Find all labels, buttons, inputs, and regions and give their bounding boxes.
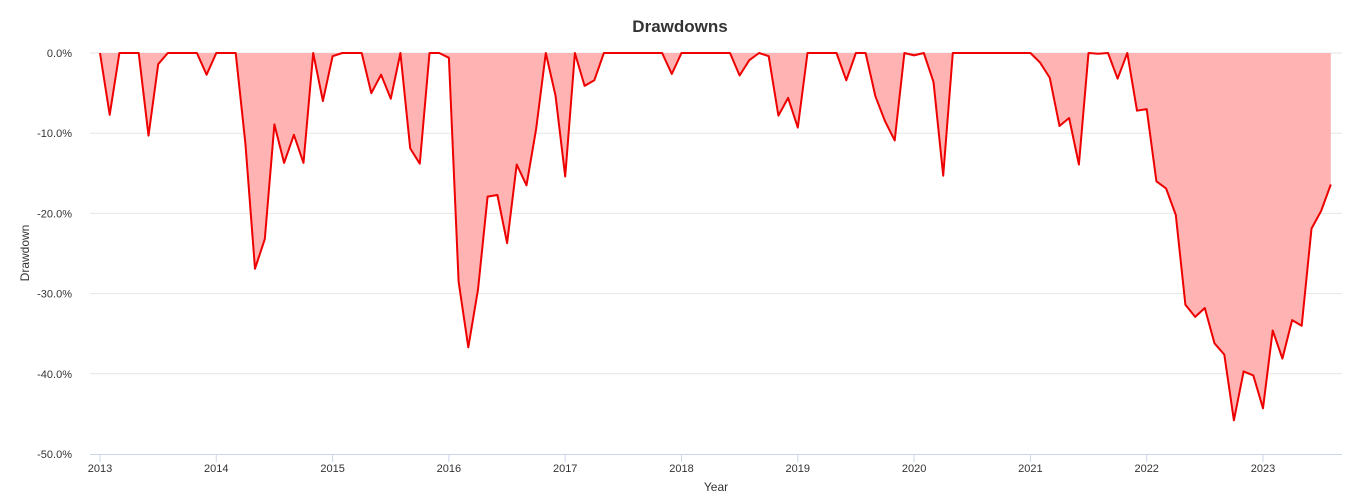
x-tick-label: 2021 bbox=[1018, 463, 1042, 475]
x-tick-label: 2020 bbox=[902, 463, 926, 475]
axis-layer bbox=[90, 454, 1342, 462]
x-tick-label: 2017 bbox=[553, 463, 577, 475]
area-layer bbox=[99, 52, 1332, 422]
y-tick-label: 0.0% bbox=[47, 48, 72, 60]
tick-layer: 0.0% -10.0% -20.0% -30.0% -40.0% -50.0% 2013 20… bbox=[37, 48, 1275, 475]
y-axis-label: Drawdown bbox=[18, 225, 32, 282]
x-tick-label: 2019 bbox=[786, 463, 810, 475]
y-tick-label: -20.0% bbox=[37, 208, 72, 220]
drawdown-line bbox=[99, 52, 1332, 422]
x-tick-label: 2023 bbox=[1251, 463, 1275, 475]
x-tick-label: 2015 bbox=[320, 463, 344, 475]
x-tick-label: 2013 bbox=[88, 463, 112, 475]
x-axis-label: Year bbox=[704, 480, 728, 494]
drawdown-area bbox=[100, 53, 1331, 421]
y-tick-label: -30.0% bbox=[37, 289, 72, 301]
x-tick-label: 2022 bbox=[1134, 463, 1158, 475]
x-tick-label: 2014 bbox=[204, 463, 228, 475]
y-tick-label: -50.0% bbox=[37, 449, 72, 461]
chart-title: Drawdowns bbox=[632, 17, 727, 36]
x-tick-label: 2016 bbox=[437, 463, 461, 475]
x-tick-label: 2018 bbox=[669, 463, 693, 475]
y-tick-label: -10.0% bbox=[37, 128, 72, 140]
y-tick-label: -40.0% bbox=[37, 369, 72, 381]
